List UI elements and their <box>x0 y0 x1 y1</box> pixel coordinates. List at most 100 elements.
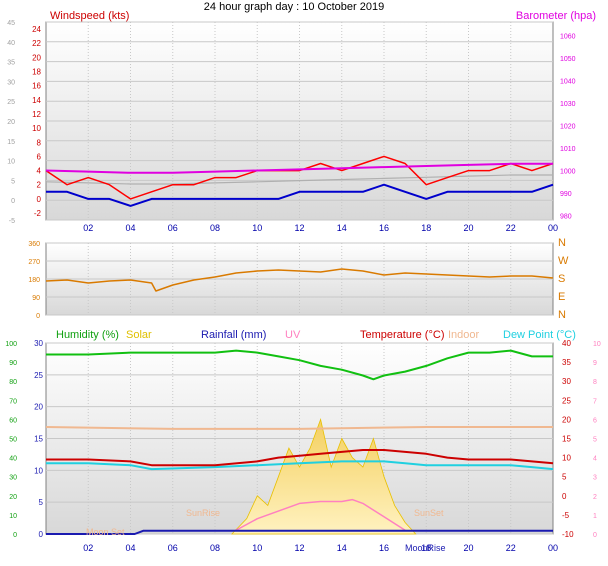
x-tick-label: 10 <box>252 543 262 553</box>
x-tick-label: 02 <box>83 223 93 233</box>
wind-outer-axis: -5 0 5 10 15 20 25 30 35 40 45 <box>7 20 15 225</box>
indoor-temperature-line <box>45 426 553 430</box>
axis-tick-label: 30 <box>562 377 571 386</box>
x-tick-label: 02 <box>83 543 93 553</box>
axis-tick-label: 1 <box>593 513 597 520</box>
axis-tick-label: 1050 <box>560 56 576 63</box>
x-tick-label: 12 <box>294 543 304 553</box>
axis-tick-label: 15 <box>34 435 43 444</box>
axis-tick-label: 16 <box>32 82 41 91</box>
axis-tick-label: 5 <box>39 498 44 507</box>
axis-tick-label: 360 <box>28 241 40 248</box>
uv-line <box>235 498 406 531</box>
axis-tick-label: 1020 <box>560 124 576 131</box>
axis-tick-label: 24 <box>32 25 41 34</box>
direction-degrees-axis: 0 90 180 270 360 <box>28 241 40 320</box>
x-tick-label: 08 <box>210 543 220 553</box>
chart-title: 24 hour graph day : 10 October 2019 <box>204 1 384 13</box>
sun-moon-events: Moon Set SunRise SunSet <box>86 508 444 537</box>
axis-tick-label: 25 <box>34 371 43 380</box>
temperature-legend: Temperature (°C) <box>360 329 444 341</box>
axis-tick-label: 90 <box>32 295 40 302</box>
axis-tick-label: 30 <box>9 475 17 482</box>
axis-tick-label: 1000 <box>560 169 576 176</box>
axis-tick-label: 90 <box>9 360 17 367</box>
axis-tick-label: 990 <box>560 191 572 198</box>
axis-tick-label: 30 <box>7 79 15 86</box>
axis-tick-label: 35 <box>7 60 15 67</box>
axis-tick-label: 8 <box>37 138 42 147</box>
axis-tick-label: 0 <box>562 492 567 501</box>
axis-tick-label: 60 <box>9 417 17 424</box>
axis-tick-label: 1040 <box>560 79 576 86</box>
axis-tick-label: 5 <box>11 178 15 185</box>
weather-panel-axes: 0102030405060708090100051015202530-10-50… <box>5 339 601 539</box>
weather-panel-lines <box>45 349 554 535</box>
axis-tick-label: 270 <box>28 259 40 266</box>
axis-tick-label: 5 <box>562 473 567 482</box>
axis-tick-label: 20 <box>9 494 17 501</box>
x-tick-label: 18 <box>421 543 431 553</box>
axis-tick-label: 0 <box>13 532 17 539</box>
axis-tick-label: E <box>558 291 565 303</box>
axis-tick-label: 12 <box>32 110 41 119</box>
axis-tick-label: 2 <box>593 494 597 501</box>
axis-tick-label: 70 <box>9 398 17 405</box>
axis-tick-label: 40 <box>7 40 15 47</box>
axis-tick-label: 10 <box>593 341 601 348</box>
axis-tick-label: 25 <box>562 396 571 405</box>
axis-tick-label: 10 <box>32 124 41 133</box>
x-tick-label: 12 <box>294 223 304 233</box>
temperature-line <box>46 449 554 467</box>
axis-tick-label: 50 <box>9 437 17 444</box>
uv-legend: UV <box>285 329 301 341</box>
x-tick-label: 16 <box>379 543 389 553</box>
axis-tick-label: W <box>558 255 569 267</box>
x-tick-label: 20 <box>463 223 473 233</box>
axis-tick-label: 2 <box>37 181 42 190</box>
barometer-legend: Barometer (hpa) <box>516 10 596 22</box>
axis-tick-label: 0 <box>11 198 15 205</box>
x-tick-label: 20 <box>463 543 473 553</box>
axis-tick-label: 30 <box>34 339 43 348</box>
axis-tick-label: 0 <box>37 195 42 204</box>
axis-tick-label: 1010 <box>560 146 576 153</box>
barometer-axis: 980 990 1000 1010 1020 1030 1040 1050 1060 <box>560 34 576 221</box>
humidity-line <box>46 349 553 381</box>
axis-tick-label: 15 <box>7 139 15 146</box>
barometer-line <box>45 162 553 174</box>
axis-tick-label: -10 <box>562 530 574 539</box>
axis-tick-label: 4 <box>37 167 42 176</box>
axis-tick-label: 18 <box>32 68 41 77</box>
x-tick-label: 08 <box>210 223 220 233</box>
direction-panel-grid <box>46 242 553 316</box>
solar-area <box>230 417 417 535</box>
axis-tick-label: 80 <box>9 379 17 386</box>
axis-tick-label: 20 <box>34 403 43 412</box>
wind-panel-lines <box>45 155 554 207</box>
axis-tick-label: 0 <box>39 530 44 539</box>
moonrise-label: MoonRise <box>405 543 446 553</box>
indoor-legend: Indoor <box>448 329 480 341</box>
axis-tick-label: -2 <box>34 209 42 218</box>
axis-tick-label: 8 <box>593 379 597 386</box>
axis-tick-label: 10 <box>562 454 571 463</box>
moonset-label: Moon Set <box>86 527 125 537</box>
axis-tick-label: N <box>558 309 566 321</box>
axis-tick-label: 9 <box>593 360 597 367</box>
axis-tick-label: 0 <box>36 313 40 320</box>
x-tick-label: 06 <box>168 543 178 553</box>
axis-tick-label: 10 <box>7 159 15 166</box>
axis-tick-label: -5 <box>562 511 570 520</box>
axis-tick-label: N <box>558 237 566 249</box>
axis-tick-label: 10 <box>9 513 17 520</box>
windspeed-line <box>45 155 554 200</box>
axis-tick-label: 35 <box>562 358 571 367</box>
x-tick-label: 04 <box>125 223 135 233</box>
wind-average-line <box>46 183 554 207</box>
wind-panel-grid <box>46 21 553 221</box>
axis-tick-label: 22 <box>32 39 41 48</box>
dewpoint-line <box>46 460 554 471</box>
